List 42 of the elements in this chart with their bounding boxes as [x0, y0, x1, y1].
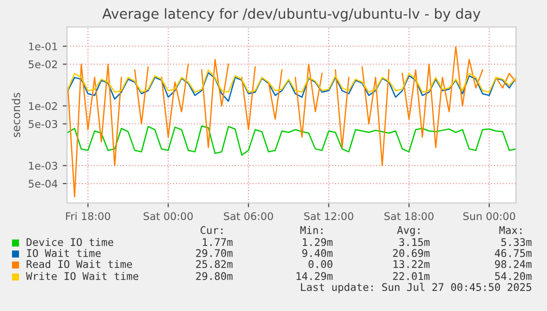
text: Max: — [499, 226, 522, 234]
text: 98.24m — [495, 260, 532, 268]
text: 54.20m — [495, 272, 532, 280]
text: Cur: — [200, 226, 222, 234]
text: Min: — [300, 226, 322, 234]
y-tick-label: 1e-03 — [29, 162, 58, 170]
text: 9.40m — [302, 249, 333, 258]
y-tick-label: 5e-04 — [28, 180, 58, 188]
text: 14.29m — [296, 272, 333, 280]
text: 13.22m — [394, 260, 430, 268]
text: Last update: Sun Jul 27 00:45:50 2025 — [301, 282, 532, 294]
y-tick-label: 1e-02 — [29, 102, 57, 110]
text: 0.00 — [308, 260, 332, 268]
x-tick-label: Sat 12:00 — [304, 212, 354, 220]
text: 20.69m — [393, 249, 430, 258]
x-tick-label: Sun 00:00 — [463, 212, 516, 220]
text: 25.82m — [196, 260, 233, 268]
text: 5.33m — [501, 238, 532, 246]
text: Avg: — [397, 226, 420, 236]
y-tick-label: 5e-03 — [28, 120, 58, 128]
x-tick-label: Sat 00:00 — [144, 212, 193, 220]
chart-title: Average latency for /dev/ubuntu-vg/ubuntu-lv - by day — [102, 8, 480, 22]
x-tick-label: Fri 18:00 — [66, 212, 110, 220]
line-series — [67, 125, 516, 156]
text: 46.75m — [494, 249, 532, 258]
legend-label: Device IO time — [26, 238, 114, 246]
x-tick-label: Sat 18:00 — [384, 212, 434, 220]
y-axis-title: seconds — [12, 92, 20, 138]
text: 1.29m — [302, 238, 333, 246]
line-series — [67, 69, 516, 93]
legend-label: IO Wait time — [27, 248, 101, 258]
text: 1.77m — [202, 238, 233, 246]
x-tick-label: Sat 06:00 — [224, 212, 273, 220]
line-series — [67, 72, 516, 102]
text: 22.01m — [393, 272, 430, 280]
y-tick-label: 1e-01 — [29, 42, 58, 50]
legend-label: Write IO Wait time — [26, 272, 138, 280]
text: 3.15m — [399, 238, 430, 246]
y-tick-label: 5e-02 — [28, 60, 57, 68]
legend-label: Read IO Wait time — [26, 260, 132, 268]
text: 29.70m — [196, 249, 233, 258]
text: 29.80m — [196, 272, 233, 280]
